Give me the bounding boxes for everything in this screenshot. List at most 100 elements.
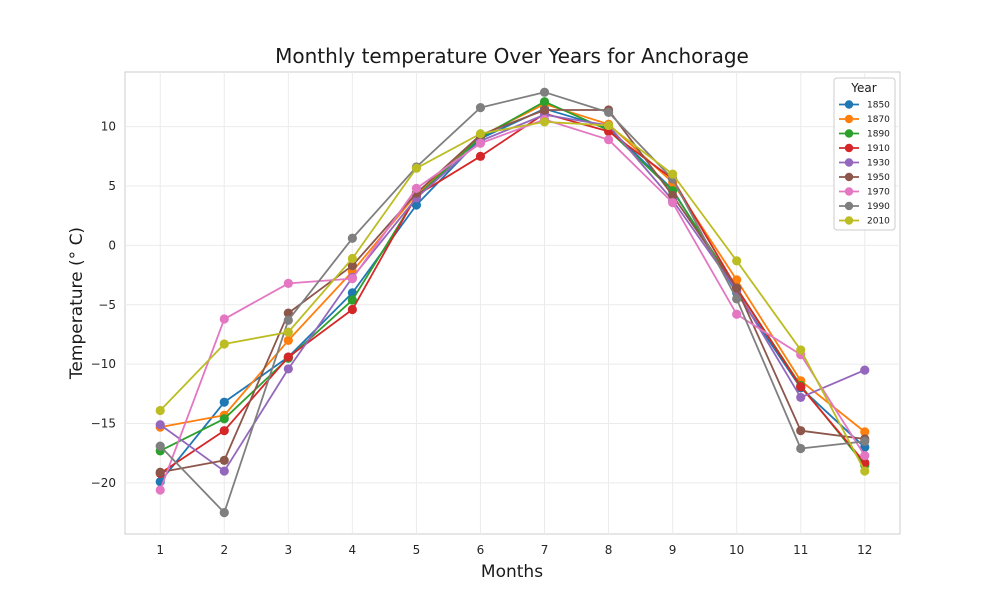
series-1990 — [155, 87, 870, 518]
data-point — [860, 466, 870, 476]
legend-marker — [844, 100, 854, 109]
legend-label: 1930 — [867, 159, 890, 169]
data-point — [155, 467, 165, 477]
x-tick-label: 7 — [541, 543, 549, 557]
legend-item: 1990 — [839, 201, 890, 212]
legend-label: 1890 — [867, 130, 890, 140]
legend-title: Year — [850, 81, 876, 95]
data-point — [283, 364, 293, 374]
x-tick-label: 2 — [220, 543, 228, 557]
data-point — [283, 308, 293, 318]
data-point — [283, 335, 293, 346]
x-tick-label: 3 — [285, 543, 293, 557]
data-point — [411, 200, 422, 210]
legend-item: 1870 — [839, 114, 890, 125]
legend-marker — [844, 114, 854, 124]
data-point — [219, 314, 229, 324]
x-tick-label: 11 — [793, 543, 808, 557]
legend-label: 2010 — [867, 217, 890, 227]
legend-marker — [844, 201, 854, 211]
series-line — [159, 112, 866, 475]
data-point — [796, 426, 806, 436]
data-point — [475, 129, 486, 139]
legend: Year 1850 1870 1890 1910 1930 1950 1970 1990 201… — [833, 77, 896, 231]
y-tick-label: −20 — [91, 476, 116, 490]
data-point — [219, 414, 229, 424]
data-point — [796, 345, 806, 355]
series-line — [159, 120, 866, 472]
data-point — [732, 283, 742, 293]
y-tick-label: 0 — [108, 238, 116, 252]
legend-label: 1850 — [867, 101, 890, 111]
data-point — [411, 183, 422, 193]
data-point — [347, 295, 357, 305]
data-point — [860, 436, 870, 446]
data-point — [411, 163, 422, 173]
data-point — [732, 309, 742, 319]
data-point — [283, 352, 293, 362]
y-tick-label: 5 — [108, 179, 116, 193]
x-tick-label: 6 — [477, 543, 485, 557]
series-line — [159, 118, 866, 491]
legend-item: 1850 — [839, 100, 890, 111]
data-point — [155, 420, 165, 430]
y-axis-ticks: −20 −15 −10 −5 0 5 10 — [91, 120, 116, 490]
legend-item: 2010 — [839, 216, 890, 227]
series-line — [160, 109, 865, 474]
data-point — [347, 233, 357, 243]
x-tick-label: 1 — [156, 543, 164, 557]
data-point — [219, 339, 229, 349]
data-point — [732, 256, 742, 266]
data-point — [155, 405, 165, 416]
x-tick-label: 9 — [669, 543, 677, 557]
data-point — [796, 392, 806, 403]
data-point — [539, 87, 550, 97]
x-tick-label: 12 — [857, 543, 872, 557]
data-point — [796, 443, 806, 454]
data-point — [796, 382, 806, 392]
data-point — [603, 135, 614, 145]
data-point — [860, 451, 870, 461]
data-point — [155, 485, 165, 495]
x-axis-ticks: 1 2 3 4 5 6 7 8 9 10 11 12 — [156, 543, 872, 557]
data-point — [475, 103, 486, 113]
series-line — [159, 91, 865, 514]
legend-marker — [844, 172, 854, 182]
data-point — [603, 120, 614, 131]
legend-marker — [844, 216, 854, 225]
series-2010 — [155, 117, 870, 476]
data-point — [219, 426, 229, 436]
legend-label: 1910 — [867, 144, 890, 154]
legend-item: 1890 — [839, 129, 890, 140]
data-point — [539, 105, 550, 115]
data-point — [668, 169, 678, 179]
data-point — [668, 190, 678, 201]
data-point — [283, 315, 293, 325]
legend-marker — [844, 143, 854, 153]
data-point — [219, 508, 229, 518]
data-point — [860, 427, 870, 437]
legend-label: 1970 — [867, 188, 890, 198]
data-point — [603, 107, 614, 117]
data-point — [539, 117, 550, 127]
data-point — [219, 466, 229, 476]
data-point — [539, 97, 550, 107]
legend-marker — [844, 158, 854, 167]
data-point — [219, 397, 229, 407]
x-axis-label: Months — [481, 562, 543, 582]
legend-item: 1950 — [839, 172, 890, 183]
data-point — [732, 275, 742, 285]
data-point — [860, 365, 870, 375]
legend-marker — [844, 187, 854, 196]
legend-item: 1910 — [839, 143, 890, 154]
data-point — [283, 278, 293, 289]
data-point — [668, 198, 678, 208]
x-tick-label: 8 — [605, 543, 613, 557]
legend-item: 1970 — [839, 187, 890, 198]
y-axis-label: Temperature (° C) — [67, 227, 87, 380]
x-tick-label: 5 — [413, 543, 421, 557]
data-point — [347, 260, 357, 271]
y-tick-label: −10 — [91, 357, 116, 371]
data-point — [732, 294, 742, 304]
